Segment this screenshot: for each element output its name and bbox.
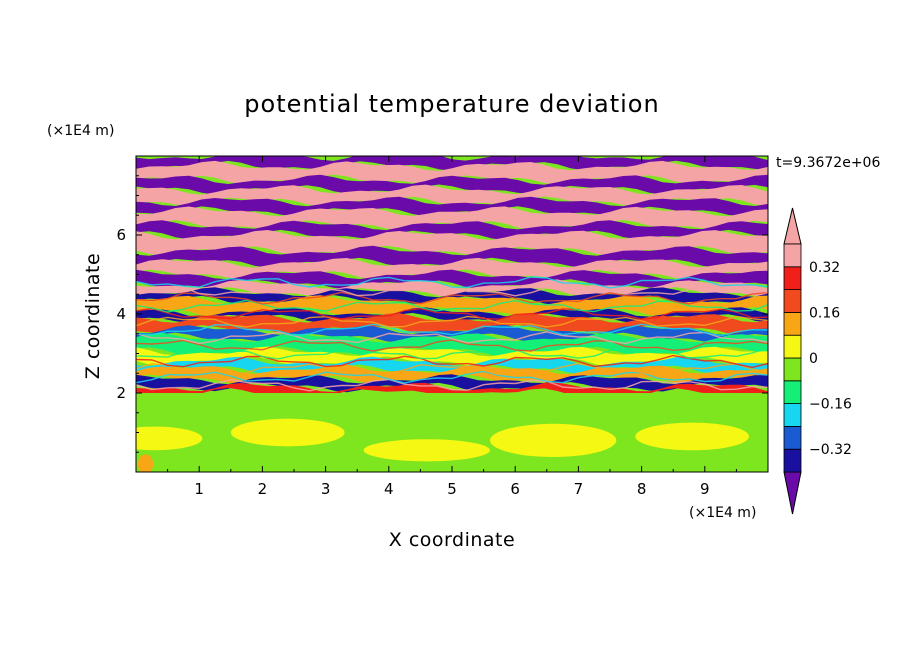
colorbar: 0.32 0.16 0 −0.16 −0.32 (783, 207, 852, 515)
heatmap-band (136, 295, 768, 318)
colorbar-segment (783, 403, 802, 427)
colorbar-tick-label: 0 (809, 351, 818, 367)
heatmap-band (136, 196, 768, 217)
colorbar-segment (783, 289, 802, 313)
colorbar-segment (783, 243, 802, 268)
heatmap-patch (136, 426, 203, 451)
heatmap-filament (136, 291, 768, 305)
y-axis: 2 4 6 (116, 175, 768, 453)
heatmap-patch (137, 454, 154, 472)
y-tick-label: 4 (116, 305, 126, 323)
colorbar-segment (783, 311, 802, 336)
x-tick-label: 5 (447, 480, 457, 498)
colorbar-segment (783, 357, 802, 382)
x-tick-label: 8 (637, 480, 647, 498)
colorbar-tick-label: −0.32 (809, 442, 852, 458)
x-axis-label: X coordinate (389, 529, 515, 551)
heatmap-filament (136, 276, 768, 289)
heatmap-filament (136, 323, 768, 337)
heatmap-filament (136, 299, 768, 313)
colorbar-segment (783, 380, 802, 404)
colorbar-under-triangle (783, 471, 802, 515)
heatmap-band (136, 184, 768, 207)
heatmap-band (136, 269, 768, 290)
colorbar-tick-label: 0.16 (809, 305, 840, 321)
colorbar-segment (783, 448, 802, 473)
x-tick-label: 6 (510, 480, 520, 498)
heatmap-field (136, 156, 768, 472)
heatmap-band (136, 313, 768, 335)
chart-title: potential temperature deviation (244, 90, 659, 118)
y-tick-label: 6 (116, 226, 126, 244)
heatmap-filament (136, 378, 768, 392)
colorbar-segment (783, 425, 802, 450)
heatmap-band (136, 220, 768, 241)
heatmap-filament (136, 315, 768, 328)
y-axis-unit: (×1E4 m) (47, 123, 114, 139)
heatmap-filament (136, 362, 768, 376)
heatmap-band (136, 230, 768, 256)
x-axis-unit: (×1E4 m) (689, 505, 756, 521)
heatmap-filament (136, 307, 768, 320)
heatmap-filament (136, 331, 768, 345)
heatmap-band (136, 393, 768, 472)
y-axis-label: Z coordinate (82, 253, 104, 379)
y-tick-label: 2 (116, 384, 126, 402)
x-tick-label: 4 (384, 480, 394, 498)
heatmap-band (136, 174, 768, 195)
heatmap-band (136, 160, 768, 185)
heatmap-filament (136, 339, 768, 352)
time-label: t=9.3672e+06 (776, 155, 880, 171)
heatmap-band (136, 257, 768, 280)
colorbar-tick-label: −0.16 (809, 397, 852, 413)
x-tick-label: 1 (194, 480, 204, 498)
heatmap-patch (635, 422, 750, 451)
heatmap-patch (230, 418, 345, 447)
x-tick-label: 7 (574, 480, 584, 498)
plot-area (135, 155, 769, 473)
colorbar-tick-label: 0.32 (809, 260, 840, 276)
heatmap-band (136, 206, 768, 231)
x-tick-label: 2 (258, 480, 268, 498)
colorbar-segment (783, 266, 802, 290)
heatmap-filament (136, 370, 768, 384)
heatmap-filament (136, 354, 768, 369)
heatmap-filament (136, 347, 768, 360)
x-axis: 1 2 3 4 5 6 7 8 9 (167, 156, 737, 498)
heatmap-band (136, 324, 768, 343)
heatmap-band (136, 332, 768, 357)
colorbar-over-triangle (783, 207, 802, 245)
heatmap-patch (489, 423, 617, 457)
x-tick-label: 9 (700, 480, 710, 498)
colorbar-segment (783, 334, 802, 359)
heatmap-band (136, 156, 768, 171)
heatmap-patch (363, 439, 490, 462)
x-tick-label: 3 (321, 480, 331, 498)
